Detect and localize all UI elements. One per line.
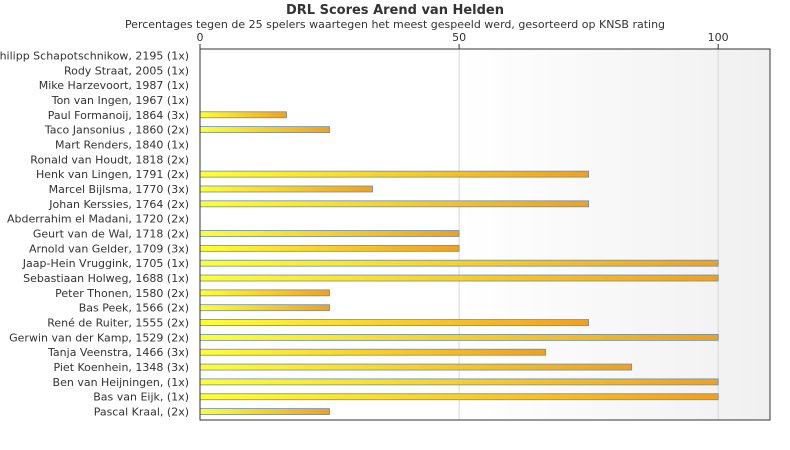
category-label: Philipp Schapotschnikow, 2195 (1x) xyxy=(0,49,189,62)
bar xyxy=(199,348,547,356)
category-label: Sebastiaan Holweg, 1688 (1x) xyxy=(23,272,189,285)
category-label: Ton van Ingen, 1967 (1x) xyxy=(51,94,189,107)
bar xyxy=(199,126,330,134)
bar xyxy=(199,274,719,282)
bar xyxy=(199,408,330,415)
category-label: René de Ruiter, 1555 (2x) xyxy=(47,317,189,330)
category-label: Abderrahim el Madani, 1720 (2x) xyxy=(7,213,189,226)
category-label: Arnold van Gelder, 1709 (3x) xyxy=(29,242,189,255)
x-tick-label: 100 xyxy=(708,31,729,44)
category-label: Bas Peek, 1566 (2x) xyxy=(79,302,189,315)
chart-subtitle: Percentages tegen de 25 spelers waartege… xyxy=(124,18,666,31)
category-label: Taco Jansonius , 1860 (2x) xyxy=(44,124,189,137)
bar xyxy=(199,185,373,193)
category-label: Pascal Kraal, (2x) xyxy=(94,406,189,419)
plot-border xyxy=(199,48,771,421)
bar xyxy=(199,244,460,252)
category-label: Jaap-Hein Vruggink, 1705 (1x) xyxy=(22,257,189,270)
category-label: Marcel Bijlsma, 1770 (3x) xyxy=(49,183,189,196)
category-label: Mike Harzevoort, 1987 (1x) xyxy=(39,79,189,92)
bar xyxy=(199,363,633,371)
x-tick-label: 50 xyxy=(452,31,466,44)
bar xyxy=(199,289,330,297)
bar xyxy=(199,200,590,208)
category-label: Geurt van de Wal, 1718 (2x) xyxy=(33,228,189,241)
bar xyxy=(199,111,287,119)
bar xyxy=(199,378,719,386)
bar xyxy=(199,304,330,312)
category-label: Rody Straat, 2005 (1x) xyxy=(64,64,189,77)
category-label: Gerwin van der Kamp, 1529 (2x) xyxy=(9,331,189,344)
bar xyxy=(199,230,460,237)
category-label: Henk van Lingen, 1791 (2x) xyxy=(36,168,189,181)
category-label: Ben van Heijningen, (1x) xyxy=(53,376,189,389)
category-label: Ronald van Houdt, 1818 (2x) xyxy=(30,153,189,166)
category-label: Tanja Veenstra, 1466 (3x) xyxy=(47,346,189,359)
category-label: Bas van Eijk, (1x) xyxy=(93,391,189,404)
category-label: Peter Thonen, 1580 (2x) xyxy=(55,287,189,300)
category-label: Paul Formanoij, 1864 (3x) xyxy=(48,109,189,122)
x-tick-label: 0 xyxy=(197,31,204,44)
bar xyxy=(199,319,590,326)
bar xyxy=(199,259,719,267)
category-label: Piet Koenhein, 1348 (3x) xyxy=(53,361,189,374)
chart-title: DRL Scores Arend van Helden xyxy=(285,3,505,18)
category-label: Johan Kerssies, 1764 (2x) xyxy=(48,198,189,211)
bar xyxy=(199,393,719,401)
category-label: Mart Renders, 1840 (1x) xyxy=(55,138,189,151)
bar xyxy=(199,333,719,341)
bar xyxy=(199,170,590,178)
